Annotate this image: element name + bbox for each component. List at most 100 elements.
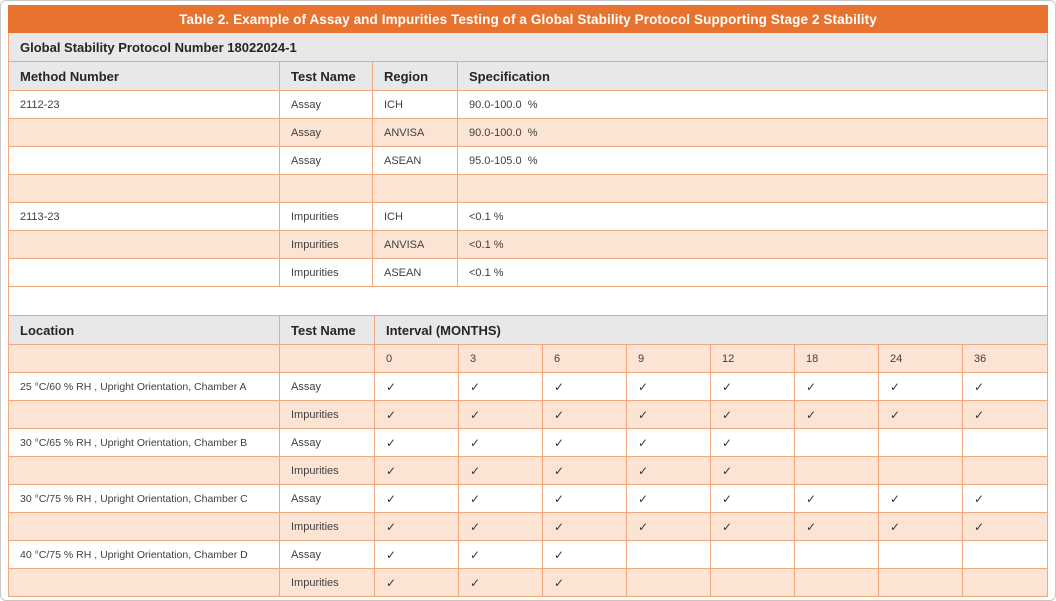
checkmark-icon: ✓ (375, 429, 459, 456)
cell-method-number (9, 259, 280, 286)
cell-method-number: 2113-23 (9, 203, 280, 230)
checkmark-icon: ✓ (795, 513, 879, 540)
cell-test-name: Impurities (280, 231, 373, 258)
checkmark-icon: ✓ (627, 401, 711, 428)
col-header-region: Region (373, 62, 458, 90)
checkmark-icon: ✓ (974, 491, 985, 506)
cell-method-number (9, 119, 280, 146)
cell-region: ICH (373, 91, 458, 118)
methods-table-row: 2113-23 Impurities ICH <0.1 % (9, 203, 1047, 231)
checkmark-icon: ✓ (543, 373, 627, 400)
checkmark-icon: ✓ (375, 373, 459, 400)
cell-test-name: Impurities (280, 513, 375, 540)
cell-specification: <0.1 % (469, 210, 504, 223)
checkmark-icon: ✓ (795, 401, 879, 428)
checkmark-icon: ✓ (879, 513, 963, 540)
cell-interval-label: 0 (375, 345, 459, 372)
checkmark-icon: ✓ (974, 379, 985, 394)
checkmark-icon: ✓ (375, 541, 459, 568)
cell-interval-label: 3 (459, 345, 543, 372)
cell-test-name: Impurities (280, 457, 375, 484)
checkmark-icon: ✓ (543, 429, 627, 456)
cell-test-name: Assay (280, 91, 373, 118)
checkmark-icon: ✓ (375, 401, 459, 428)
checkmark-icon: ✓ (795, 485, 879, 512)
cell-check-empty (711, 569, 795, 596)
checkmark-icon: ✓ (879, 401, 963, 428)
cell-location-empty (9, 345, 280, 372)
cell-specification: 95.0-105.0 % (469, 154, 538, 167)
methods-table-row: Impurities ANVISA <0.1 % (9, 231, 1047, 259)
checkmark-icon: ✓ (459, 541, 543, 568)
table-content: Global Stability Protocol Number 1802202… (8, 33, 1048, 597)
cell-test-name: Assay (280, 147, 373, 174)
cell-check-empty (879, 457, 963, 484)
cell-method-number (9, 147, 280, 174)
checkmark-icon: ✓ (543, 513, 627, 540)
checkmark-icon: ✓ (879, 373, 963, 400)
cell-specification: 90.0-100.0 % (469, 98, 538, 111)
cell-location (9, 569, 280, 596)
cell-interval-label: 18 (795, 345, 879, 372)
checkmark-icon: ✓ (711, 457, 795, 484)
cell-check-empty (795, 457, 879, 484)
checkmark-icon: ✓ (711, 401, 795, 428)
checkmark-icon: ✓ (459, 485, 543, 512)
cell-interval-label: 36 (974, 352, 987, 365)
table-title: Table 2. Example of Assay and Impurities… (8, 5, 1048, 33)
cell-region: ANVISA (373, 119, 458, 146)
checkmark-icon: ✓ (459, 401, 543, 428)
cell-test-name: Assay (280, 119, 373, 146)
cell-interval-label: 24 (879, 345, 963, 372)
cell-interval-label: 9 (627, 345, 711, 372)
cell-test-name: Assay (280, 373, 375, 400)
cell-test-name: Assay (280, 541, 375, 568)
table-spacer-row (9, 287, 1047, 316)
cell-check-empty (795, 429, 879, 456)
cell-check-empty (963, 457, 1047, 484)
cell-check-empty (963, 429, 1047, 456)
methods-table-row: 2112-23 Assay ICH 90.0-100.0 % (9, 91, 1047, 119)
interval-subheader-row: 0 3 6 9 12 18 24 36 (9, 345, 1047, 373)
cell-method-number (9, 175, 280, 202)
checkmark-icon: ✓ (459, 373, 543, 400)
checkmark-icon: ✓ (627, 513, 711, 540)
methods-table-row: Impurities ASEAN <0.1 % (9, 259, 1047, 287)
cell-test-name: Assay (280, 485, 375, 512)
checkmark-icon: ✓ (543, 569, 627, 596)
cell-location: 40 °C/75 % RH , Upright Orientation, Cha… (9, 541, 280, 568)
checkmark-icon: ✓ (711, 373, 795, 400)
cell-test-name: Impurities (280, 259, 373, 286)
checkmark-icon: ✓ (974, 519, 985, 534)
cell-check-empty (795, 569, 879, 596)
cell-specification: <0.1 % (469, 238, 504, 251)
cell-specification: 90.0-100.0 % (469, 126, 538, 139)
schedule-table-row: Impurities ✓ ✓ ✓ (9, 569, 1047, 597)
col-header-interval-months: Interval (MONTHS) (386, 322, 501, 338)
col-header-test-name: Test Name (280, 62, 373, 90)
checkmark-icon: ✓ (543, 541, 627, 568)
checkmark-icon: ✓ (974, 407, 985, 422)
cell-check-empty (627, 541, 711, 568)
cell-test-name (280, 175, 373, 202)
schedule-table-body: 25 °C/60 % RH , Upright Orientation, Cha… (9, 373, 1047, 597)
cell-region: ICH (373, 203, 458, 230)
cell-check-empty (711, 541, 795, 568)
cell-check-empty (963, 541, 1047, 568)
cell-region: ASEAN (373, 147, 458, 174)
checkmark-icon: ✓ (627, 373, 711, 400)
col-header-test-name-2: Test Name (280, 316, 375, 344)
cell-region (373, 175, 458, 202)
cell-location (9, 401, 280, 428)
checkmark-icon: ✓ (711, 429, 795, 456)
checkmark-icon: ✓ (711, 485, 795, 512)
checkmark-icon: ✓ (375, 457, 459, 484)
cell-test-empty (280, 345, 375, 372)
cell-check-empty (795, 541, 879, 568)
cell-location: 30 °C/65 % RH , Upright Orientation, Cha… (9, 429, 280, 456)
checkmark-icon: ✓ (879, 485, 963, 512)
protocol-header-row: Global Stability Protocol Number 1802202… (9, 33, 1047, 62)
col-header-specification: Specification (469, 68, 550, 84)
cell-check-empty (879, 429, 963, 456)
cell-test-name: Assay (280, 429, 375, 456)
